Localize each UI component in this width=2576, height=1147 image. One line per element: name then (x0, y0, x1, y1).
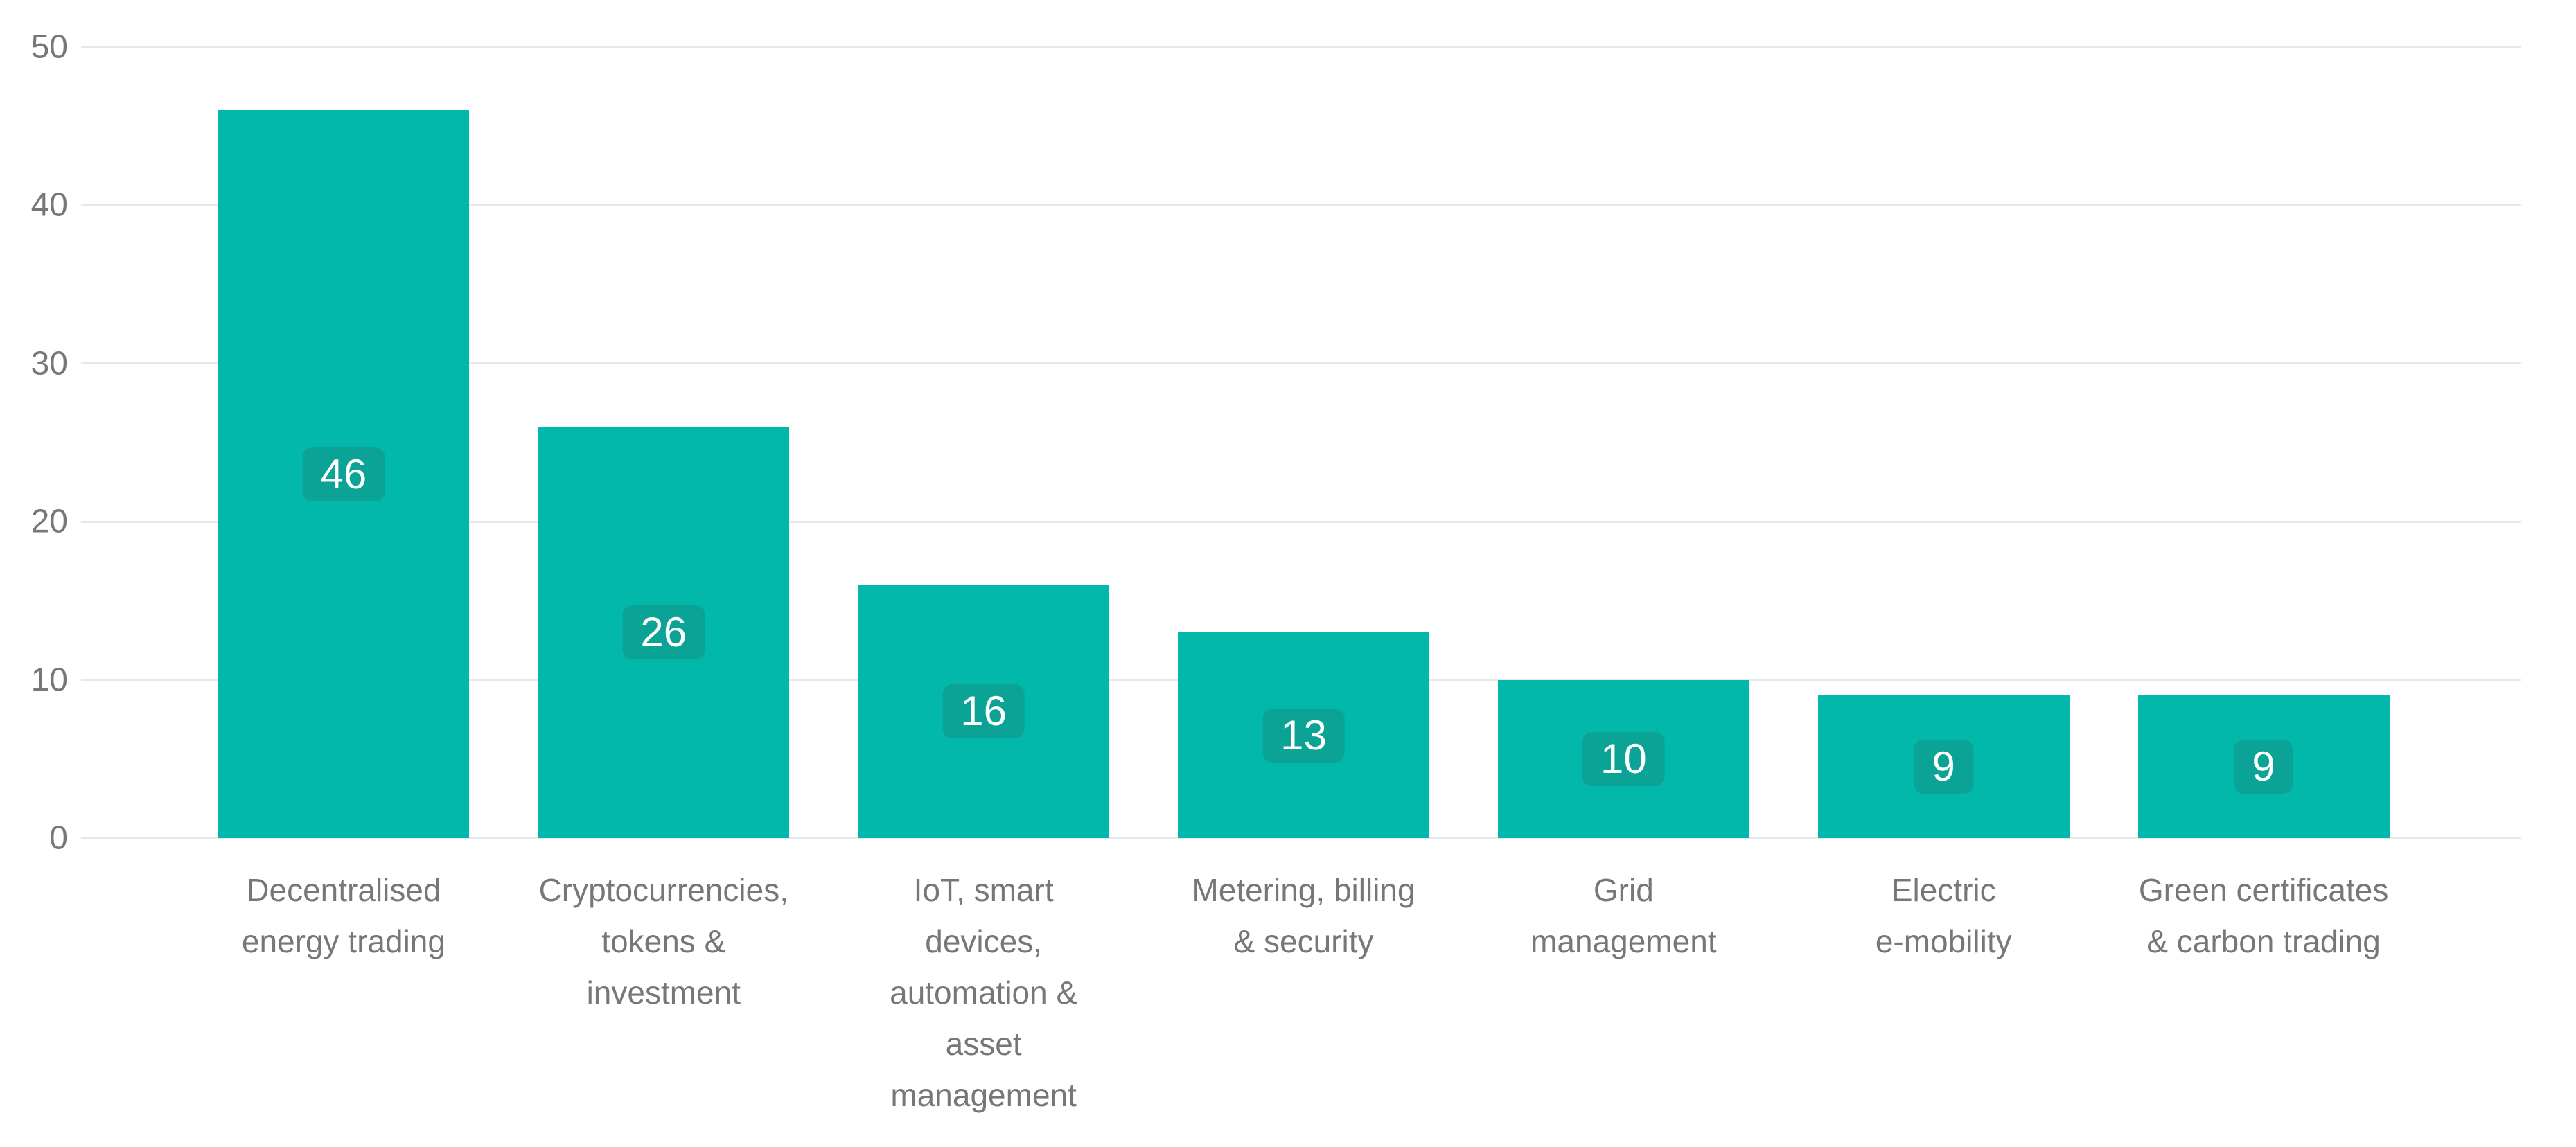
data-label: 26 (622, 605, 705, 660)
x-axis-label: Grid management (1530, 872, 1717, 959)
bar-slot: 16 (824, 47, 1144, 838)
data-label: 10 (1582, 731, 1665, 786)
bar-slot: 26 (504, 47, 824, 838)
x-axis-label: Green certificates & carbon trading (2138, 872, 2389, 959)
x-axis-labels: Decentralised energy trading Cryptocurren… (184, 864, 2424, 1121)
bar-electric-e-mobility[interactable]: 9 (1817, 695, 2070, 838)
bar-slot: 13 (1144, 47, 1464, 838)
bar-green-certificates-carbon-trading[interactable]: 9 (2137, 695, 2390, 838)
bar-slot: 9 (2103, 47, 2424, 838)
data-label: 13 (1262, 708, 1345, 763)
x-axis-label: Electric e-mobility (1875, 872, 2012, 959)
data-label: 16 (942, 684, 1025, 739)
bar-slot: 9 (1783, 47, 2103, 838)
y-tick-label-40: 40 (30, 186, 68, 224)
gridline-40 (81, 204, 2521, 206)
data-label: 9 (1914, 740, 1973, 794)
x-axis-label: Metering, billing & security (1192, 872, 1415, 959)
y-tick-label-10: 10 (30, 661, 68, 699)
y-tick-label-50: 50 (30, 28, 68, 66)
bar-grid-management[interactable]: 10 (1497, 679, 1749, 838)
data-label: 9 (2234, 740, 2293, 794)
y-tick-label-20: 20 (30, 503, 68, 540)
bar-slot: 46 (184, 47, 504, 838)
bar-cryptocurrencies-tokens-investment[interactable]: 26 (538, 427, 790, 838)
x-axis-label: Decentralised energy trading (241, 872, 445, 959)
data-label: 46 (302, 447, 385, 501)
bars-container: 46 26 16 13 10 9 9 (184, 47, 2424, 838)
bar-decentralised-energy-trading[interactable]: 46 (218, 110, 470, 838)
x-axis-label: IoT, smart devices, automation & asset m… (890, 872, 1078, 1113)
bar-slot: 10 (1463, 47, 1783, 838)
y-tick-label-30: 30 (30, 345, 68, 382)
gridline-30 (81, 362, 2521, 365)
gridline-20 (81, 520, 2521, 523)
gridline-50 (81, 46, 2521, 48)
y-tick-label-0: 0 (49, 819, 68, 857)
bar-iot-smart-devices-automation-asset-management[interactable]: 16 (858, 585, 1110, 838)
x-axis-label: Cryptocurrencies, tokens & investment (538, 872, 789, 1011)
gridline-0 (81, 837, 2521, 839)
bar-metering-billing-security[interactable]: 13 (1178, 632, 1430, 838)
